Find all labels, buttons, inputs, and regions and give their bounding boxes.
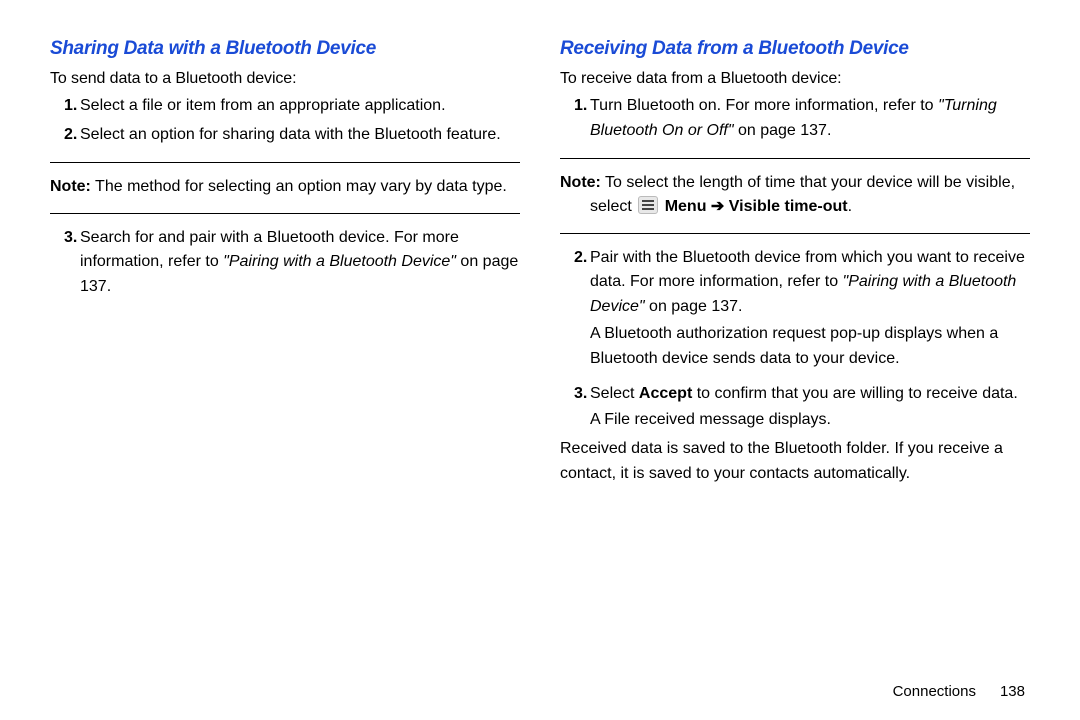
menu-label: Menu [660,198,711,215]
step-post: on page 137. [645,298,743,315]
left-intro: To send data to a Bluetooth device: [50,70,520,88]
left-note: Note: The method for selecting an option… [50,162,520,214]
step-extra: A Bluetooth authorization request pop-up… [590,322,1030,372]
step-text: Select a file or item from an appropriat… [80,94,520,119]
step-pre: Select [590,385,639,402]
left-heading: Sharing Data with a Bluetooth Device [50,38,520,60]
step-text: Search for and pair with a Bluetooth dev… [80,226,520,300]
footer-page-number: 138 [1000,683,1025,700]
right-steps: 1. Turn Bluetooth on. For more informati… [560,94,1030,144]
cross-reference: "Pairing with a Bluetooth Device" [223,253,456,270]
step-number: 2. [50,123,80,148]
right-step-2: 2. Pair with the Bluetooth device from w… [560,246,1030,372]
visible-timeout-label: Visible time-out [724,198,847,215]
step-number: 1. [50,94,80,119]
right-intro: To receive data from a Bluetooth device: [560,70,1030,88]
left-column: Sharing Data with a Bluetooth Device To … [50,38,520,700]
page-footer: Connections 138 [893,683,1025,700]
note-text: The method for selecting an option may v… [91,178,507,195]
arrow-icon: ➔ [711,198,724,215]
step-number: 2. [560,246,590,271]
step-text: Turn Bluetooth on. For more information,… [590,94,1030,144]
right-step-1: 1. Turn Bluetooth on. For more informati… [560,94,1030,144]
left-step-1: 1. Select a file or item from an appropr… [50,94,520,119]
step-number: 1. [560,94,590,119]
right-step-3: 3. Select Accept to confirm that you are… [560,382,1030,434]
step-post: to confirm that you are willing to recei… [692,385,1018,402]
right-heading: Receiving Data from a Bluetooth Device [560,38,1030,60]
left-steps-cont: 3. Search for and pair with a Bluetooth … [50,226,520,300]
closing-paragraph: Received data is saved to the Bluetooth … [560,437,1030,487]
step-number: 3. [560,382,590,407]
step-extra: A File received message displays. [590,408,1030,433]
right-steps-cont: 2. Pair with the Bluetooth device from w… [560,246,1030,434]
right-column: Receiving Data from a Bluetooth Device T… [560,38,1030,700]
step-text: Select an option for sharing data with t… [80,123,520,148]
left-step-3: 3. Search for and pair with a Bluetooth … [50,226,520,300]
note-label: Note: [560,174,601,191]
manual-page: Sharing Data with a Bluetooth Device To … [0,0,1080,720]
step-pre: Turn Bluetooth on. For more information,… [590,97,938,114]
step-number: 3. [50,226,80,251]
note-end: . [848,198,852,215]
left-steps: 1. Select a file or item from an appropr… [50,94,520,148]
step-text: Select Accept to confirm that you are wi… [590,382,1030,434]
accept-label: Accept [639,385,692,402]
right-note: Note: To select the length of time that … [560,158,1030,234]
left-step-2: 2. Select an option for sharing data wit… [50,123,520,148]
step-post: on page 137. [734,122,832,139]
note-label: Note: [50,178,91,195]
footer-section: Connections [893,683,976,700]
menu-icon [638,196,658,214]
step-text: Pair with the Bluetooth device from whic… [590,246,1030,372]
